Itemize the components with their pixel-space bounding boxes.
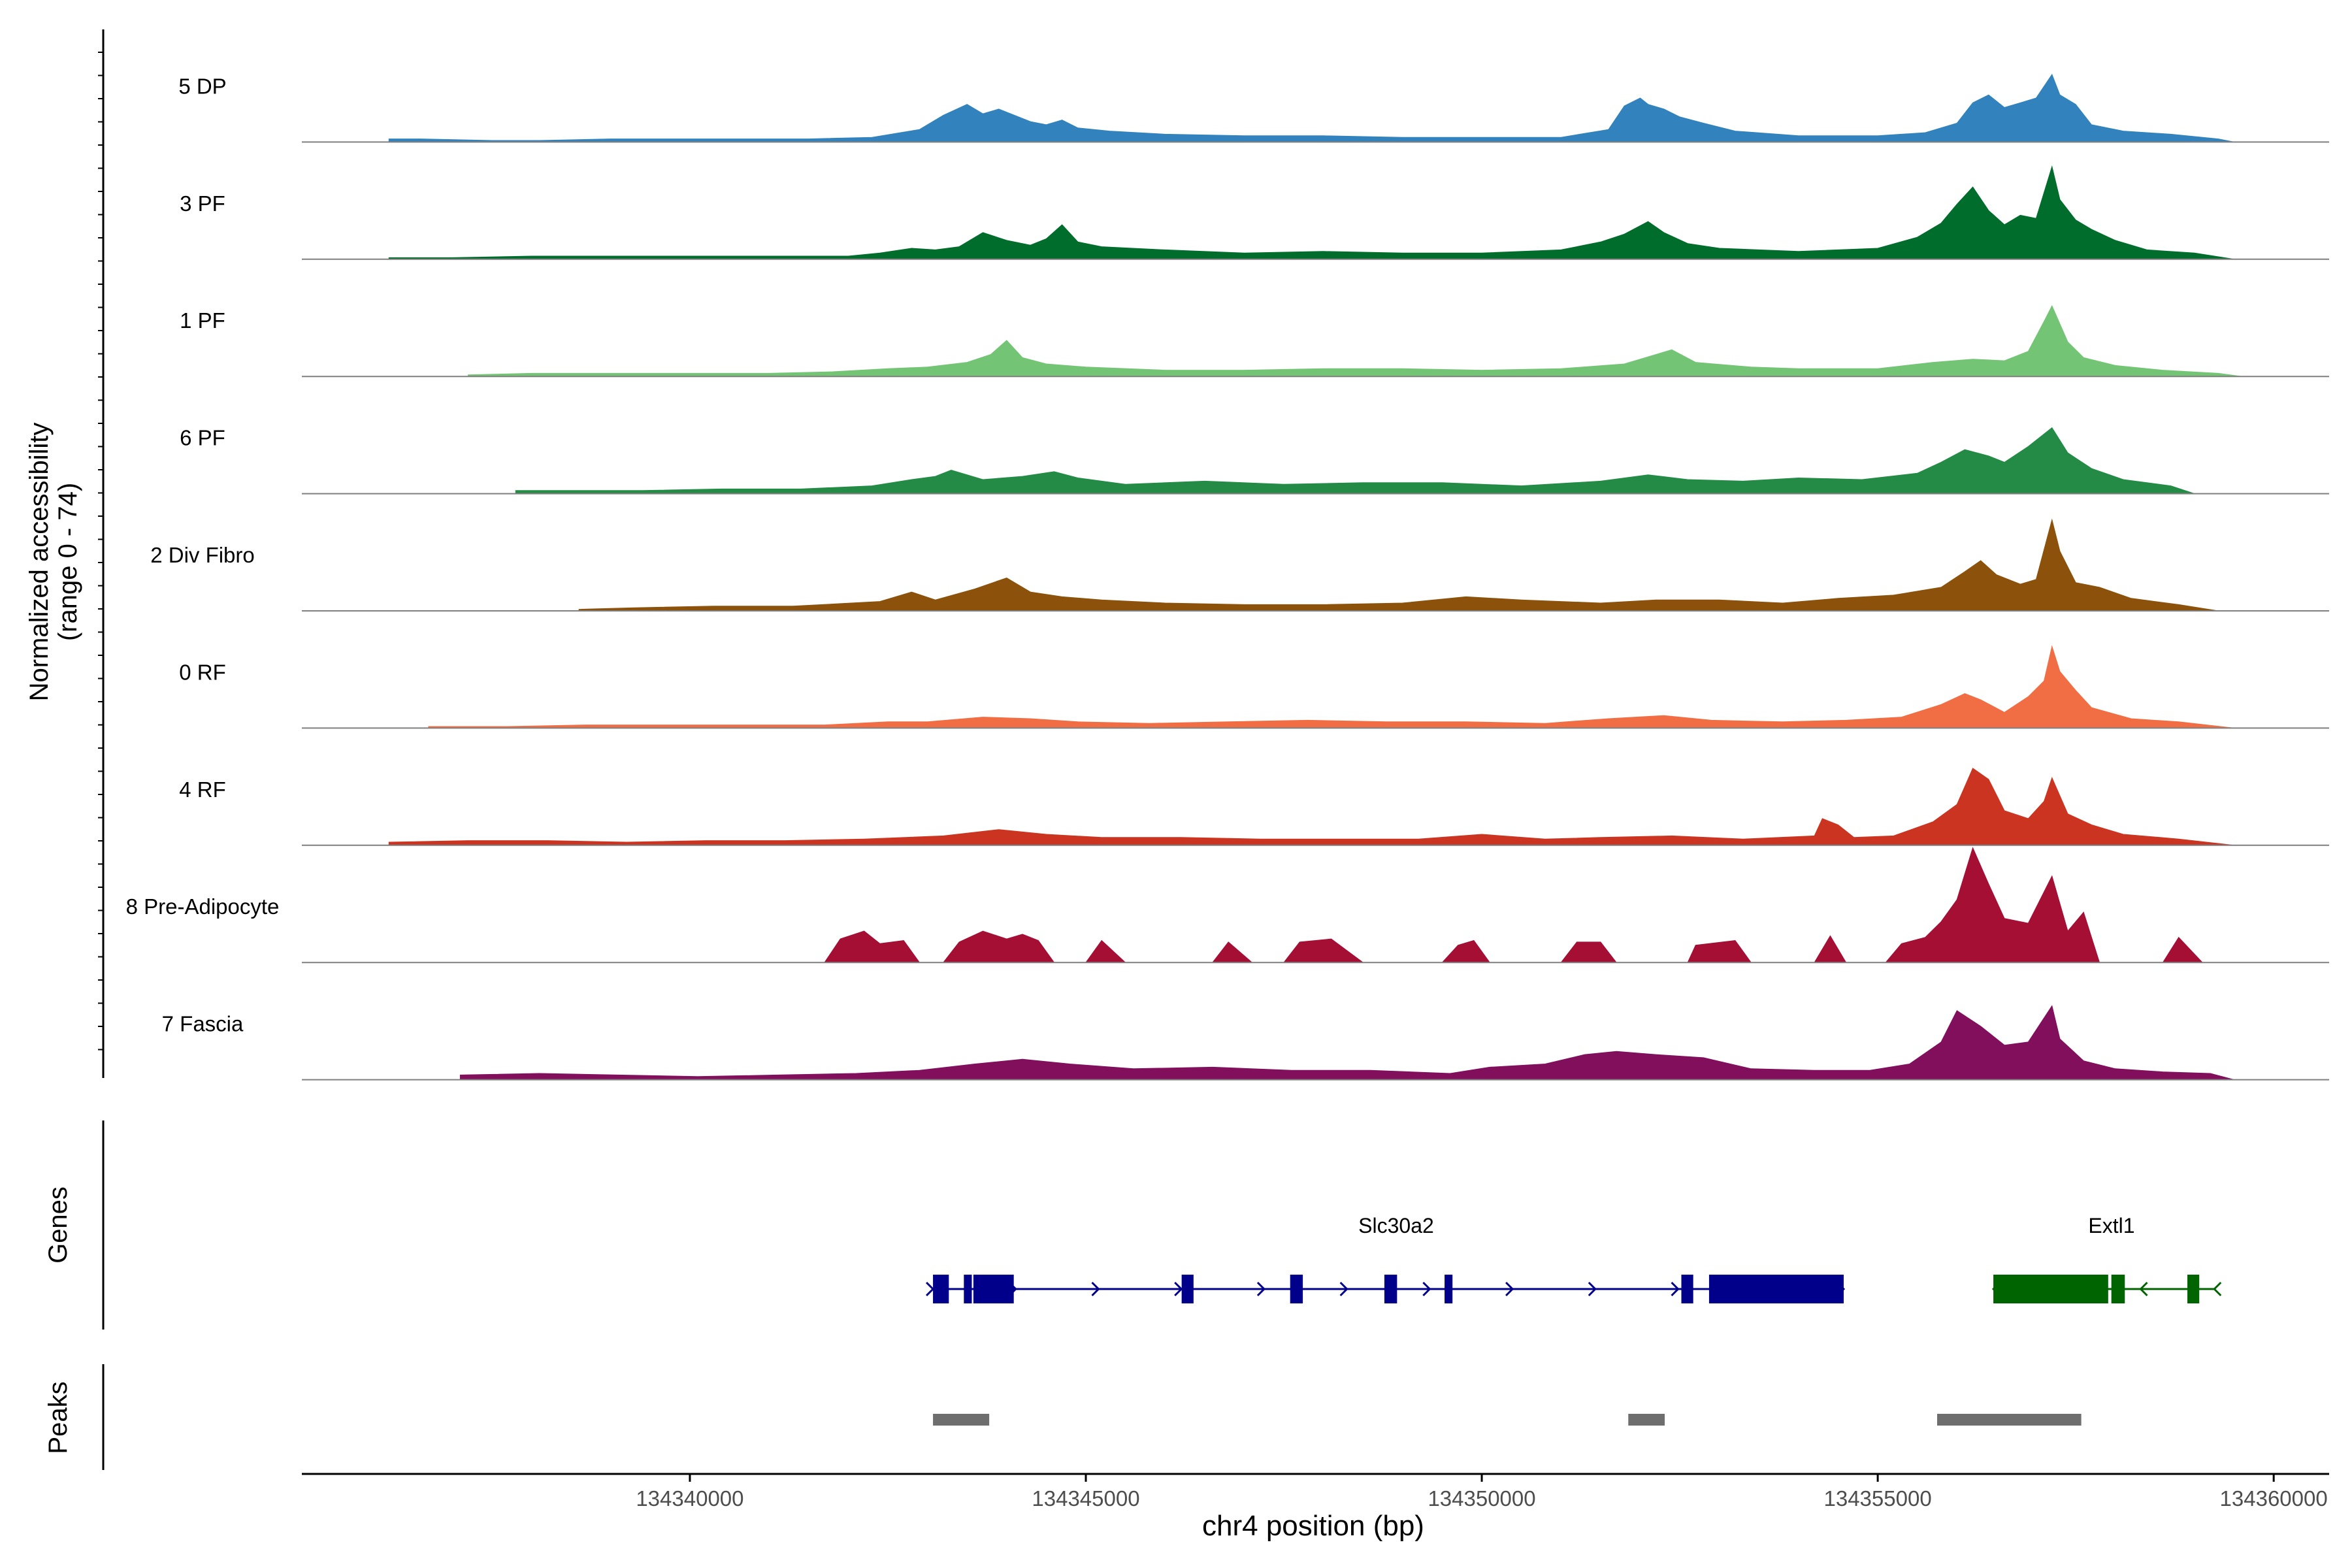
y-axis-label-line2: (range 0 - 74) xyxy=(54,483,82,641)
track-1-pf: 1 PF xyxy=(180,304,2329,378)
gene-exon xyxy=(2187,1275,2200,1303)
gene-annotation-track: Slc30a2 Extl1 xyxy=(925,1214,2222,1303)
x-axis-label: chr4 position (bp) xyxy=(1202,1510,1424,1542)
strand-arrow xyxy=(1256,1281,1266,1297)
gene-exon xyxy=(933,1275,949,1303)
coverage-area xyxy=(388,165,2234,260)
strand-arrow xyxy=(1339,1281,1348,1297)
gene-exon xyxy=(973,1275,1014,1303)
track-label: 2 Div Fibro xyxy=(150,543,255,567)
track-label: 6 PF xyxy=(180,426,225,450)
coverage-area xyxy=(515,427,2195,495)
x-tick-label: 134340000 xyxy=(636,1486,743,1511)
strand-arrow xyxy=(2213,1281,2222,1297)
strand-arrow xyxy=(1505,1281,1514,1297)
strand-arrow xyxy=(1754,1281,1763,1297)
coverage-area xyxy=(388,73,2234,142)
track-0-rf: 0 RF xyxy=(179,645,2329,729)
peaks-track xyxy=(933,1414,2082,1426)
strand-arrow xyxy=(1588,1281,1597,1297)
track-7-fascia: 7 Fascia xyxy=(162,1005,2329,1081)
strand-arrow xyxy=(1671,1281,1680,1297)
x-axis: 134340000 134345000 134350000 134355000 1343… xyxy=(302,1473,2329,1511)
gene-label: Extl1 xyxy=(2088,1214,2134,1237)
gene-exon xyxy=(964,1275,972,1303)
gene-exon xyxy=(1445,1275,1453,1303)
track-5-dp: 5 DP xyxy=(178,73,2329,143)
strand-arrow xyxy=(2139,1281,2148,1297)
peak xyxy=(1937,1414,2082,1426)
strand-arrow xyxy=(2065,1281,2074,1297)
track-6-pf: 6 PF xyxy=(180,426,2329,495)
coverage-area xyxy=(824,847,2204,963)
gene-exon xyxy=(1708,1275,1844,1303)
gene-exon xyxy=(1290,1275,1303,1303)
peak xyxy=(1628,1414,1665,1426)
strand-arrow xyxy=(1991,1281,2001,1297)
track-label: 1 PF xyxy=(180,308,225,333)
gene-exon xyxy=(1384,1275,1397,1303)
genes-label: Genes xyxy=(44,1186,73,1264)
track-label: 3 PF xyxy=(180,191,225,216)
gene-slc30a2: Slc30a2 xyxy=(925,1214,1846,1303)
strand-arrow xyxy=(1422,1281,1431,1297)
track-3-pf: 3 PF xyxy=(180,165,2329,260)
coverage-area xyxy=(468,304,2242,377)
gene-exon xyxy=(1993,1275,2108,1303)
track-2-div-fibro: 2 Div Fibro xyxy=(150,518,2329,612)
track-label: 4 RF xyxy=(179,777,226,802)
x-tick-label: 134360000 xyxy=(2220,1486,2328,1511)
strand-arrow xyxy=(1836,1281,1846,1297)
x-tick-label: 134345000 xyxy=(1032,1486,1139,1511)
track-8-pre-adipocyte: 8 Pre-Adipocyte xyxy=(126,847,2329,964)
gene-extl1: Extl1 xyxy=(1991,1214,2222,1303)
gene-exon xyxy=(2111,1275,2125,1303)
track-label: 0 RF xyxy=(179,660,226,684)
gene-exon xyxy=(1681,1275,1693,1303)
peak xyxy=(933,1414,990,1426)
track-label: 7 Fascia xyxy=(162,1012,244,1036)
strand-arrow xyxy=(1008,1281,1017,1297)
track-label: 5 DP xyxy=(178,74,226,98)
coverage-area xyxy=(388,768,2234,846)
x-tick-label: 134350000 xyxy=(1428,1486,1535,1511)
peaks-label: Peaks xyxy=(44,1381,73,1454)
track-label: 8 Pre-Adipocyte xyxy=(126,894,280,919)
strand-arrow xyxy=(1091,1281,1100,1297)
strand-arrow xyxy=(925,1281,935,1297)
strand-arrow xyxy=(1174,1281,1183,1297)
x-tick-label: 134355000 xyxy=(1824,1486,1932,1511)
coverage-area xyxy=(459,1005,2234,1081)
coverage-area xyxy=(428,645,2234,728)
y-axis-label-line1: Normalized accessibility xyxy=(25,423,54,702)
track-4-rf: 4 RF xyxy=(179,768,2329,846)
gene-label: Slc30a2 xyxy=(1358,1214,1434,1237)
y-axis xyxy=(98,29,105,1078)
coverage-area xyxy=(578,518,2219,612)
gene-exon xyxy=(1181,1275,1194,1303)
coverage-tracks: 5 DP 3 PF 1 PF 6 PF 2 Div Fibro 0 RF 4 RF 8 Pre… xyxy=(126,73,2329,1081)
